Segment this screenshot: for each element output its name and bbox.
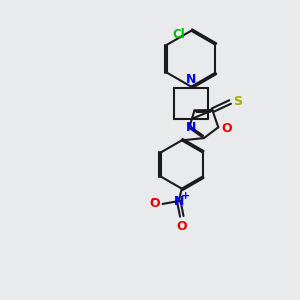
Text: Cl: Cl <box>172 28 185 41</box>
Text: N: N <box>186 121 196 134</box>
Text: O: O <box>176 220 187 233</box>
Text: O: O <box>149 197 160 210</box>
Text: N: N <box>186 73 196 86</box>
Text: S: S <box>233 95 242 108</box>
Text: O: O <box>221 122 232 135</box>
Text: -: - <box>150 192 156 206</box>
Text: N: N <box>174 194 184 208</box>
Text: +: + <box>181 191 190 201</box>
